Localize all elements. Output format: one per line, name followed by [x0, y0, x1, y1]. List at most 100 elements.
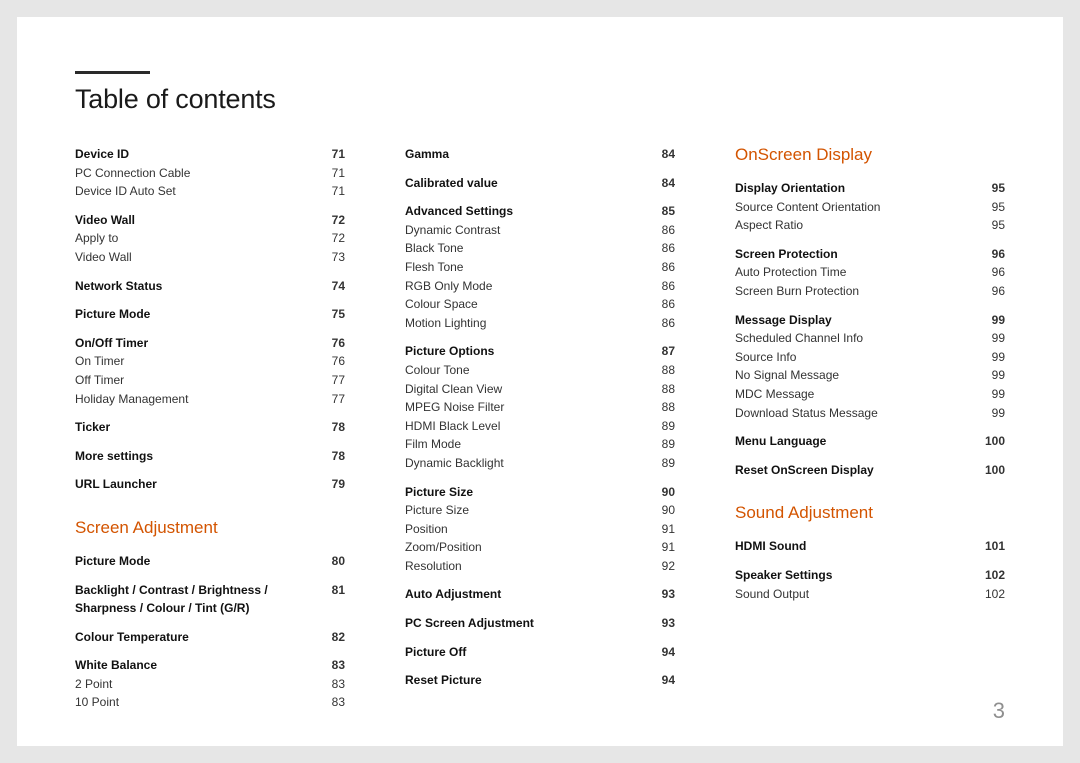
toc-entry-page: 89: [662, 417, 675, 436]
toc-group: Reset OnScreen Display100: [735, 461, 1005, 480]
toc-group: Picture Size90Picture Size90Position91Zo…: [405, 483, 675, 576]
toc-group: Backlight / Contrast / Brightness / Shar…: [75, 581, 345, 618]
toc-entry-label: White Balance: [75, 656, 332, 675]
toc-entry-page: 86: [662, 258, 675, 277]
toc-entry-page: 76: [332, 352, 345, 371]
toc-entry: Colour Tone88: [405, 361, 675, 380]
toc-entry-page: 79: [332, 475, 345, 494]
toc-entry-label: MPEG Noise Filter: [405, 398, 662, 417]
toc-entry-page: 100: [985, 432, 1005, 451]
toc-entry: Screen Protection96: [735, 245, 1005, 264]
toc-entry-label: Colour Tone: [405, 361, 662, 380]
toc-group: White Balance832 Point8310 Point83: [75, 656, 345, 712]
toc-entry: Scheduled Channel Info99: [735, 329, 1005, 348]
toc-entry-page: 90: [662, 483, 675, 502]
toc-group: Menu Language100: [735, 432, 1005, 451]
toc-entry: Dynamic Contrast86: [405, 221, 675, 240]
toc-entry-page: 82: [332, 628, 345, 647]
toc-entry-page: 102: [985, 566, 1005, 585]
toc-entry: HDMI Black Level89: [405, 417, 675, 436]
toc-entry-label: Device ID: [75, 145, 332, 164]
toc-entry-page: 77: [332, 371, 345, 390]
toc-entry-label: Speaker Settings: [735, 566, 985, 585]
toc-entry-page: 88: [662, 398, 675, 417]
toc-entry: Off Timer77: [75, 371, 345, 390]
toc-entry-label: Off Timer: [75, 371, 332, 390]
toc-entry: Picture Mode80: [75, 552, 345, 571]
toc-entry-page: 90: [662, 501, 675, 520]
toc-entry-label: Source Content Orientation: [735, 198, 992, 217]
toc-entry-label: Resolution: [405, 557, 662, 576]
toc-entry-label: Video Wall: [75, 248, 332, 267]
toc-entry: MPEG Noise Filter88: [405, 398, 675, 417]
toc-group: HDMI Sound101: [735, 537, 1005, 556]
toc-group: Display Orientation95Source Content Orie…: [735, 179, 1005, 235]
toc-entry-page: 83: [332, 675, 345, 694]
toc-entry-label: PC Connection Cable: [75, 164, 332, 183]
toc-entry-label: Picture Size: [405, 483, 662, 502]
toc-entry-label: Colour Temperature: [75, 628, 332, 647]
toc-entry-label: Network Status: [75, 277, 332, 296]
toc-entry: Backlight / Contrast / Brightness / Shar…: [75, 581, 345, 618]
toc-entry-label: Flesh Tone: [405, 258, 662, 277]
toc-entry: Video Wall73: [75, 248, 345, 267]
toc-entry: On/Off Timer76: [75, 334, 345, 353]
toc-entry-page: 93: [662, 614, 675, 633]
toc-entry: Picture Off94: [405, 643, 675, 662]
toc-entry-page: 86: [662, 295, 675, 314]
toc-entry-page: 94: [662, 643, 675, 662]
toc-entry-page: 91: [662, 538, 675, 557]
toc-entry: Advanced Settings85: [405, 202, 675, 221]
toc-entry: Speaker Settings102: [735, 566, 1005, 585]
toc-group: Device ID71PC Connection Cable71Device I…: [75, 145, 345, 201]
toc-entry: Colour Space86: [405, 295, 675, 314]
toc-entry: Download Status Message99: [735, 404, 1005, 423]
toc-entry-label: Source Info: [735, 348, 992, 367]
toc-entry-page: 94: [662, 671, 675, 690]
toc-group: Screen Protection96Auto Protection Time9…: [735, 245, 1005, 301]
toc-entry-label: Zoom/Position: [405, 538, 662, 557]
toc-entry: HDMI Sound101: [735, 537, 1005, 556]
toc-entry-page: 99: [992, 348, 1005, 367]
toc-group: Picture Off94: [405, 643, 675, 662]
toc-entry-page: 71: [332, 164, 345, 183]
toc-entry-label: Reset OnScreen Display: [735, 461, 985, 480]
toc-entry-label: Ticker: [75, 418, 332, 437]
toc-entry-page: 89: [662, 435, 675, 454]
toc-entry-page: 74: [332, 277, 345, 296]
toc-group: Calibrated value84: [405, 174, 675, 193]
toc-entry: Digital Clean View88: [405, 380, 675, 399]
toc-columns: Device ID71PC Connection Cable71Device I…: [75, 145, 1005, 722]
toc-entry-label: Scheduled Channel Info: [735, 329, 992, 348]
toc-entry-page: 72: [332, 211, 345, 230]
toc-entry-page: 73: [332, 248, 345, 267]
toc-entry-label: Apply to: [75, 229, 332, 248]
toc-entry-page: 96: [992, 263, 1005, 282]
toc-group: Advanced Settings85Dynamic Contrast86Bla…: [405, 202, 675, 332]
toc-entry-page: 96: [992, 245, 1005, 264]
toc-entry-page: 102: [985, 585, 1005, 604]
section-heading: Screen Adjustment: [75, 518, 345, 538]
toc-entry-page: 78: [332, 447, 345, 466]
toc-entry-page: 84: [662, 145, 675, 164]
toc-entry-page: 95: [992, 179, 1005, 198]
toc-entry-label: Video Wall: [75, 211, 332, 230]
toc-entry-label: Picture Size: [405, 501, 662, 520]
toc-entry-label: Reset Picture: [405, 671, 662, 690]
toc-entry: Screen Burn Protection96: [735, 282, 1005, 301]
toc-entry-page: 75: [332, 305, 345, 324]
toc-entry-page: 71: [332, 145, 345, 164]
toc-entry-page: 96: [992, 282, 1005, 301]
toc-entry-label: On/Off Timer: [75, 334, 332, 353]
toc-entry-label: Colour Space: [405, 295, 662, 314]
toc-entry-label: Film Mode: [405, 435, 662, 454]
toc-group: Ticker78: [75, 418, 345, 437]
toc-entry-label: Auto Protection Time: [735, 263, 992, 282]
document-page: Table of contents Device ID71PC Connecti…: [17, 17, 1063, 746]
toc-entry-label: Sound Output: [735, 585, 985, 604]
toc-entry-label: Gamma: [405, 145, 662, 164]
toc-entry-label: Device ID Auto Set: [75, 182, 332, 201]
page-title: Table of contents: [75, 84, 1005, 115]
toc-entry: Display Orientation95: [735, 179, 1005, 198]
toc-entry-page: 77: [332, 390, 345, 409]
